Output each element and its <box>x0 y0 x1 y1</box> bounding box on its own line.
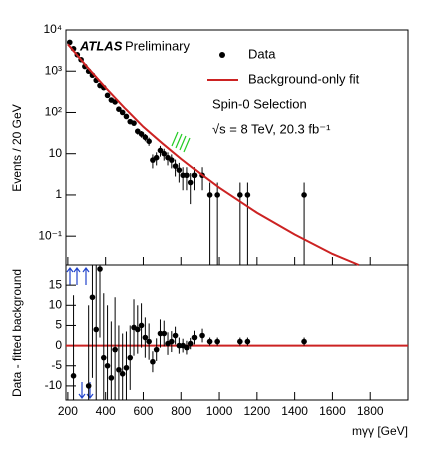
residual-point <box>191 334 198 341</box>
data-point <box>244 192 251 198</box>
residual-point <box>214 338 220 345</box>
residual-point <box>244 338 251 345</box>
residual-point <box>112 346 118 353</box>
x-axis-title: mγγ [GeV] <box>352 424 408 438</box>
data-point <box>66 39 73 46</box>
atlas-label: ATLAS <box>79 38 123 53</box>
offscale-arrows <box>66 267 94 399</box>
x-tick-label: 800 <box>171 404 191 418</box>
top-frame <box>65 29 409 266</box>
x-tick-label: 1800 <box>357 404 384 418</box>
signal-arrows <box>171 131 191 153</box>
data-point <box>104 92 111 99</box>
residual-point <box>104 362 111 369</box>
residual-point <box>97 266 103 272</box>
data-point <box>169 157 175 163</box>
legend-label: Background-only fit <box>248 71 360 86</box>
y2-tick-label: -10 <box>45 378 63 392</box>
residual-point <box>127 354 134 361</box>
residual-point <box>138 322 145 329</box>
x-tick-label: 600 <box>133 404 153 418</box>
residual-point <box>169 338 175 345</box>
residual-point <box>93 326 100 333</box>
y2-tick-label: 0 <box>55 338 62 352</box>
residual-point <box>135 326 141 333</box>
data-point <box>161 150 168 157</box>
residual-point <box>237 338 243 345</box>
y2-tick-label: -5 <box>51 358 62 372</box>
data-point <box>187 179 194 186</box>
residual-point <box>142 334 149 341</box>
legend-marker <box>219 52 225 58</box>
x-tick-label: 400 <box>96 404 116 418</box>
data-point <box>237 192 243 198</box>
y2-tick-label: 5 <box>55 318 62 332</box>
residual-point <box>150 358 156 365</box>
residual-point <box>70 373 77 379</box>
data-point <box>176 167 183 173</box>
x-tick-label: 1400 <box>281 404 308 418</box>
residual-point <box>116 366 122 373</box>
residual-point <box>172 332 179 339</box>
y-tick-label: 10⁴ <box>43 22 62 36</box>
data-point <box>131 120 137 126</box>
data-point <box>123 113 130 120</box>
data-point <box>157 147 164 154</box>
residual-point <box>146 338 152 345</box>
data-point <box>138 131 145 137</box>
legend-label: Data <box>248 46 276 61</box>
y-tick-label: 10³ <box>45 63 62 77</box>
y2-tick-label: 10 <box>49 297 63 311</box>
data-point <box>184 172 190 179</box>
y-tick-label: 10 <box>49 146 63 160</box>
residual-point <box>187 340 194 347</box>
residual-point <box>184 344 190 351</box>
residual-point <box>199 332 205 339</box>
y2-axis-title: Data - fitted background <box>10 269 24 397</box>
preliminary-label: Preliminary <box>125 38 191 53</box>
residual-point <box>161 330 168 337</box>
data-point <box>146 138 152 145</box>
data-point <box>214 192 220 198</box>
residual-point <box>85 383 92 389</box>
residual-point <box>119 371 126 377</box>
selection-label: Spin-0 Selection <box>212 96 307 111</box>
residual-point <box>123 364 130 371</box>
y2-tick-label: 15 <box>49 277 63 291</box>
residual-point <box>301 338 307 345</box>
x-tick-label: 1200 <box>243 404 270 418</box>
residual-point <box>206 338 213 345</box>
data-point <box>142 134 149 141</box>
data-point <box>191 172 198 179</box>
residual-point <box>89 294 96 301</box>
data-point <box>172 163 179 169</box>
residual-point <box>100 354 107 361</box>
residual-point <box>153 346 160 353</box>
energy-label: √s = 8 TeV, 20.3 fb⁻¹ <box>212 121 331 136</box>
data-point <box>301 192 307 198</box>
data-point <box>153 154 160 161</box>
x-tick-label: 200 <box>58 404 78 418</box>
data-point <box>206 192 213 198</box>
residual-point <box>108 375 115 381</box>
x-tick-label: 1000 <box>206 404 233 418</box>
x-tick-label: 1600 <box>319 404 346 418</box>
bottom-frame <box>65 264 409 401</box>
y-axis-title: Events / 20 GeV <box>10 104 24 191</box>
data-point <box>116 106 122 113</box>
y-tick-label: 10² <box>45 105 62 119</box>
data-point <box>119 109 126 116</box>
y-tick-label: 10⁻¹ <box>38 228 62 242</box>
y-tick-label: 1 <box>55 187 62 201</box>
fit-line <box>67 43 360 266</box>
